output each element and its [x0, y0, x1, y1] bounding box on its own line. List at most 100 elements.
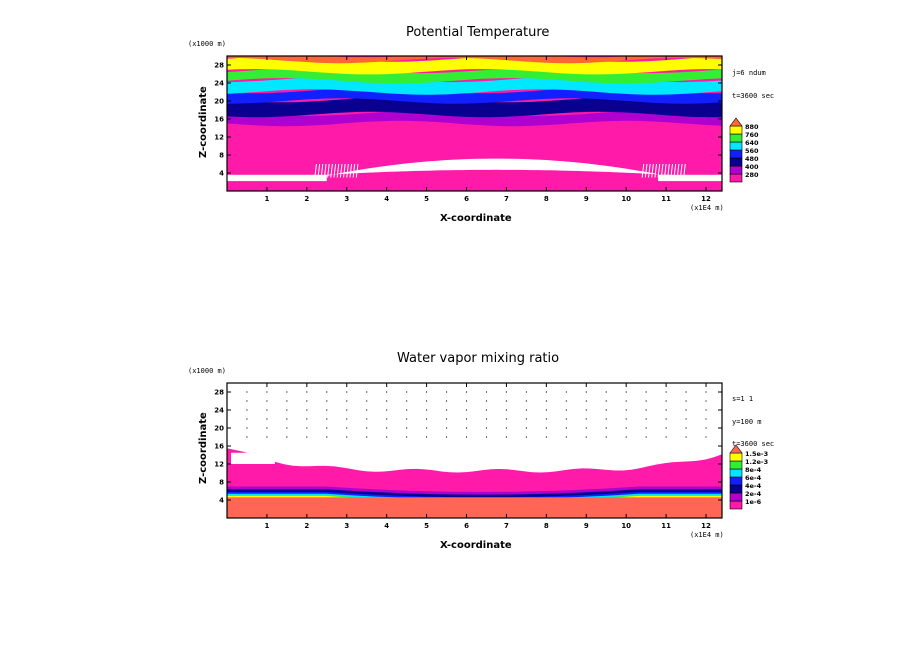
grid-dot [505, 409, 508, 411]
legend-swatch [729, 468, 743, 478]
grid-dot [465, 427, 468, 429]
info-line: j=6 ndum [732, 69, 766, 77]
legend-label: 480 [745, 155, 759, 163]
grid-dot [386, 409, 388, 411]
grid-dot [366, 427, 368, 429]
grid-dot [645, 391, 647, 393]
grid-dot [505, 391, 508, 393]
chart-title: Potential Temperature [406, 25, 550, 40]
legend-label: 4e-4 [745, 482, 762, 490]
legend-label: 760 [745, 131, 759, 139]
grid-dot [326, 418, 328, 420]
grid-dot [445, 427, 448, 429]
plot-frame [226, 382, 723, 519]
grid-dot [445, 418, 448, 420]
grid-dot [425, 436, 428, 438]
grid-dot [665, 418, 667, 420]
grid-dot [525, 418, 527, 420]
info-text: s=1 1 y=100 m t=3600 sec [732, 381, 774, 464]
grid-dot [565, 427, 567, 429]
plot-frame [226, 55, 723, 192]
grid-dot [585, 391, 587, 393]
x-tick-label: 7 [504, 522, 509, 530]
contour-band [227, 110, 722, 127]
white-region [658, 174, 722, 182]
grid-dot [366, 418, 368, 420]
legend-label: 2e-4 [745, 490, 762, 498]
grid-dot [485, 391, 488, 393]
y-tick-label: 8 [219, 152, 224, 160]
grid-dot [625, 427, 627, 429]
legend-label: 8e-4 [745, 466, 762, 474]
legend-swatch [729, 444, 743, 454]
wave-streak [651, 163, 654, 178]
grid-dot [645, 409, 647, 411]
x-tick-label: 11 [661, 195, 671, 203]
y-tick-label: 20 [214, 98, 224, 106]
x-tick-label: 11 [661, 522, 671, 530]
grid-dot [306, 418, 308, 420]
y-tick-label: 28 [214, 62, 224, 70]
grid-dot [485, 427, 488, 429]
y-tick-label: 24 [214, 407, 224, 415]
wave-streak [679, 163, 683, 178]
grid-dot [485, 400, 488, 402]
x-tick-label: 5 [424, 522, 429, 530]
grid-dot [625, 409, 627, 411]
grid-dot [585, 427, 587, 429]
info-line: y=100 m [732, 417, 762, 426]
grid-dot [406, 409, 408, 411]
x-tick-label: 9 [584, 195, 589, 203]
white-region [227, 174, 327, 182]
wave-streak [352, 163, 356, 178]
grid-dot [346, 391, 348, 393]
grid-dot [545, 418, 547, 420]
grid-dot [246, 400, 248, 402]
y-tick-label: 8 [219, 479, 224, 487]
grid-dot [465, 418, 468, 420]
x-unit-label: (x1E4 m) [690, 531, 724, 539]
grid-dot [565, 436, 567, 438]
x-unit-label: (x1E4 m) [690, 204, 724, 212]
x-tick-label: 3 [344, 195, 349, 203]
plot-area [227, 383, 722, 518]
grid-dot [266, 391, 268, 393]
wave-streak [330, 163, 333, 178]
y-tick-label: 28 [214, 389, 224, 397]
grid-dot [645, 427, 647, 429]
grid-dot [645, 400, 647, 402]
info-line: t=3600 sec [732, 440, 775, 448]
grid-dot [545, 427, 547, 429]
white-gap [230, 452, 275, 464]
wave-streak [343, 163, 346, 178]
grid-dot [565, 391, 567, 393]
legend-swatch [729, 492, 743, 502]
grid-dot [605, 418, 607, 420]
grid-dot [665, 436, 667, 438]
grid-dot [605, 427, 607, 429]
legend-label: 560 [745, 147, 759, 155]
legend-swatch [729, 484, 743, 494]
info-text: j=6 ndum t=3600 sec [732, 55, 774, 115]
y-tick-label: 16 [214, 116, 224, 124]
grid-dot [286, 409, 288, 411]
grid-dot [645, 418, 647, 420]
grid-dot [685, 418, 687, 420]
grid-dot [366, 400, 368, 402]
grid-dot [326, 436, 328, 438]
grid-dot [685, 436, 687, 438]
grid-dot [585, 400, 587, 402]
grid-dot [565, 418, 567, 420]
grid-dot [505, 418, 508, 420]
grid-dot [406, 391, 408, 393]
grid-dot [705, 436, 707, 438]
grid-dot [685, 427, 687, 429]
grid-dot [625, 400, 627, 402]
x-tick-label: 10 [621, 522, 631, 530]
wave-streak [676, 163, 680, 178]
y-unit-label: (x1000 m) [188, 367, 226, 375]
grid-dot [685, 400, 687, 402]
grid-dot [266, 418, 268, 420]
wave-streak [667, 163, 670, 178]
